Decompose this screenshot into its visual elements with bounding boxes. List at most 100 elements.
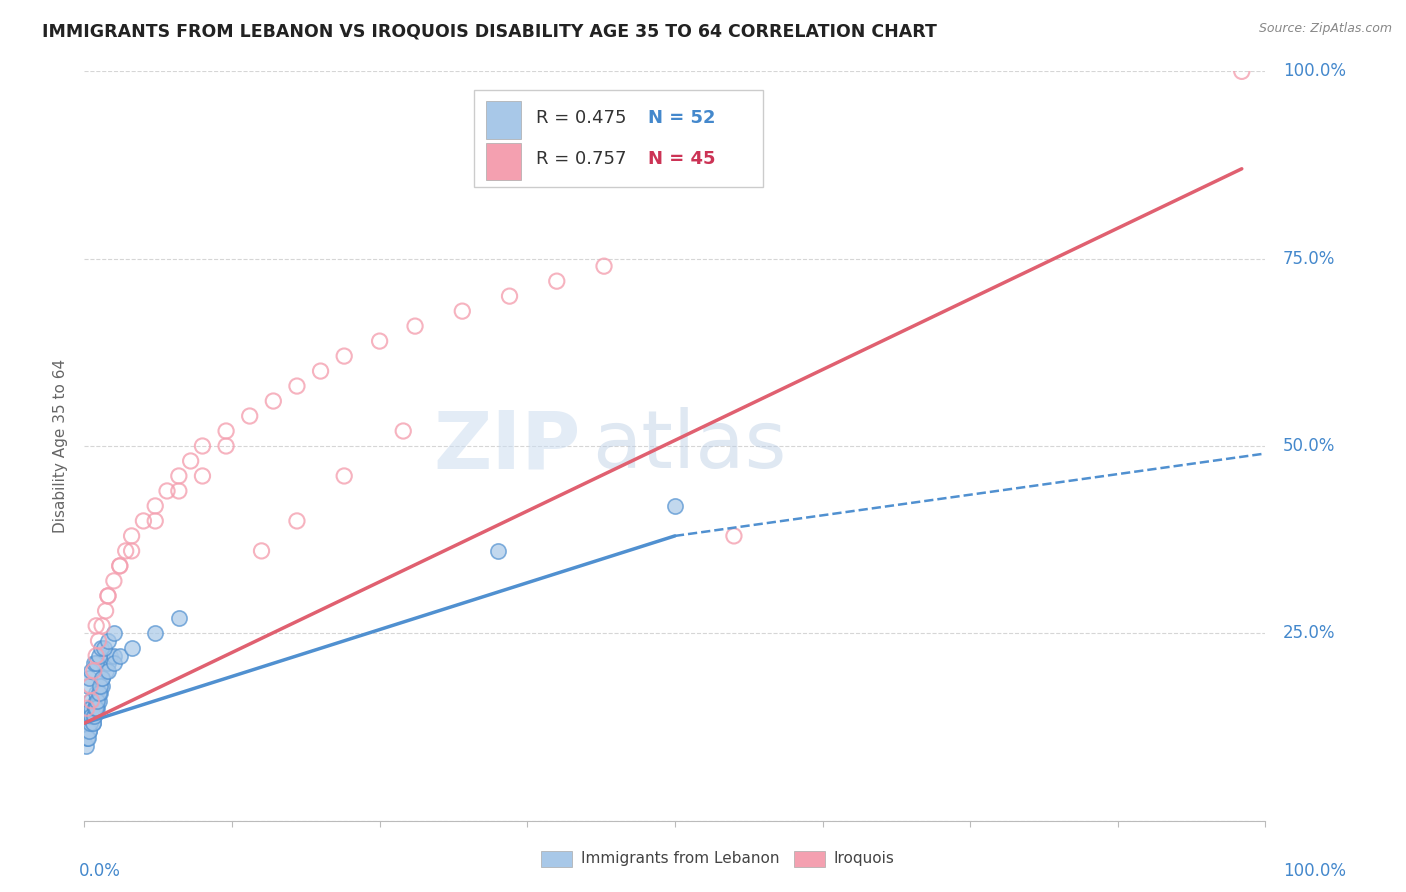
Point [91,619,114,633]
Point [84,701,107,715]
Point [83,657,105,671]
Point [89,686,111,700]
Point [80,694,103,708]
Point [285,514,308,528]
Point [451,304,474,318]
Point [90,641,112,656]
Point [250,544,273,558]
Point [87,694,110,708]
Text: 0.0%: 0.0% [79,862,121,880]
Point [333,469,356,483]
Point [180,454,202,468]
Point [80,701,103,715]
Point [167,469,190,483]
Point [404,319,426,334]
Point [486,544,509,558]
Point [103,657,125,671]
Point [723,529,745,543]
Point [76,701,98,715]
Point [498,289,520,303]
Point [79,701,101,715]
Point [77,679,100,693]
Point [108,648,131,663]
Text: 75.0%: 75.0% [1284,250,1336,268]
Bar [486,102,522,139]
Text: N = 52: N = 52 [648,109,716,127]
Point [103,574,125,588]
Text: N = 45: N = 45 [648,150,716,168]
Point [333,349,356,363]
Point [83,664,105,678]
Point [98,648,121,663]
Bar [486,143,522,180]
Point [86,694,108,708]
Point [79,716,101,731]
Point [75,739,97,753]
Point [82,716,104,731]
Point [121,641,143,656]
Point [121,544,143,558]
Text: R = 0.757: R = 0.757 [536,150,626,168]
Point [309,364,332,378]
Point [97,657,120,671]
Text: 100.0%: 100.0% [1284,862,1346,880]
Point [77,671,100,685]
Text: 100.0%: 100.0% [1284,62,1346,80]
Text: R = 0.475: R = 0.475 [536,109,626,127]
Point [108,558,131,573]
Point [76,708,98,723]
Point [143,626,166,640]
Text: Iroquois: Iroquois [834,852,894,866]
Point [84,619,107,633]
Point [239,409,262,423]
Point [79,694,101,708]
Point [80,708,103,723]
Point [82,716,104,731]
Point [91,671,114,685]
Point [143,499,166,513]
Point [103,626,125,640]
Point [91,671,114,685]
Point [84,694,107,708]
Point [77,731,100,746]
Text: IMMIGRANTS FROM LEBANON VS IROQUOIS DISABILITY AGE 35 TO 64 CORRELATION CHART: IMMIGRANTS FROM LEBANON VS IROQUOIS DISA… [42,22,936,40]
Text: 50.0%: 50.0% [1284,437,1336,455]
Point [368,334,391,348]
Y-axis label: Disability Age 35 to 64: Disability Age 35 to 64 [53,359,69,533]
Point [84,701,107,715]
Point [108,558,131,573]
Point [143,514,166,528]
Point [191,439,214,453]
Point [91,679,114,693]
Point [114,544,136,558]
FancyBboxPatch shape [474,90,763,187]
Point [94,604,117,618]
Point [215,424,238,438]
Point [546,274,568,288]
Point [79,679,101,693]
Point [167,483,190,498]
Text: atlas: atlas [592,407,786,485]
Point [84,648,107,663]
Point [76,731,98,746]
Point [84,686,107,700]
Point [97,589,120,603]
Point [132,514,155,528]
Point [87,633,110,648]
Text: 25.0%: 25.0% [1284,624,1336,642]
Point [593,259,616,273]
Point [83,708,105,723]
Point [156,483,179,498]
Point [84,701,107,715]
Point [77,723,100,738]
Point [94,664,117,678]
Point [285,379,308,393]
Text: ZIP: ZIP [433,407,581,485]
Point [97,589,120,603]
Point [97,633,120,648]
Point [191,469,214,483]
Point [77,723,100,738]
Point [167,611,190,625]
Point [93,641,115,656]
Point [97,664,120,678]
